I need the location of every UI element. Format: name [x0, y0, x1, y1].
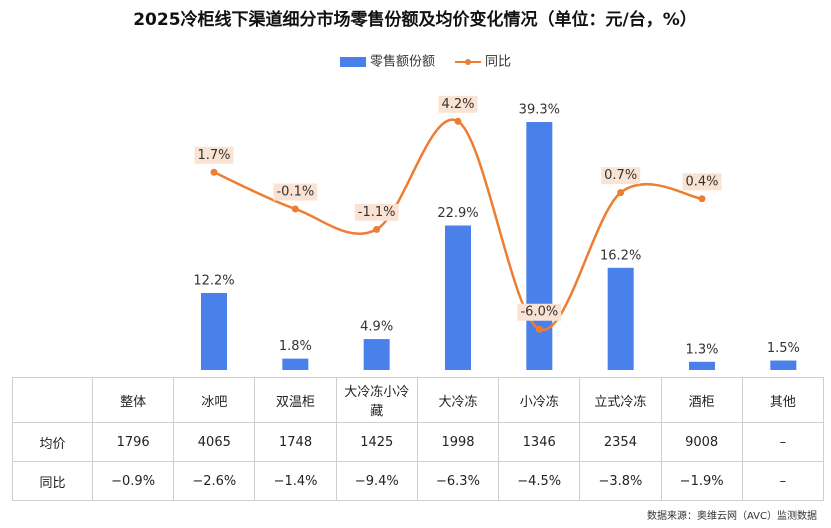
value-label-bg [517, 303, 562, 321]
category-header: 酒柜 [660, 377, 743, 423]
bar [363, 339, 390, 370]
category-header: 整体 [91, 377, 175, 423]
line-value-label: -1.1% [358, 205, 396, 220]
table-cell: −6.3% [416, 461, 500, 501]
table-row: 均价 1796 4065 1748 1425 1998 1346 2354 9008– [12, 422, 825, 462]
table-cell: 1748 [254, 422, 337, 462]
bar [201, 293, 227, 370]
line-value-label: 0.4% [685, 174, 718, 189]
table-cell: −0.9% [91, 461, 175, 501]
chart-title: 2025冷柜线下渠道细分市场零售份额及均价变化情况（单位：元/台，%） [133, 9, 697, 30]
value-label-bg [438, 95, 478, 113]
legend-label: 同比 [485, 55, 511, 70]
value-label-bg [682, 173, 722, 191]
table-cell: 9008 [660, 422, 743, 462]
line-value-label: 0.7% [604, 168, 637, 183]
value-label-bg [194, 146, 234, 164]
category-header: 立式冷冻 [579, 377, 662, 423]
line-value-label: 1.7% [197, 148, 230, 163]
line-point [210, 168, 218, 176]
bar-value-label: 1.8% [279, 339, 312, 354]
category-header: 大冷冻 [416, 377, 500, 423]
data-table: 整体 冰吧 双温柜 大冷冻小冷藏 大冷冻 小冷冻 立式冷冻 酒柜 其他 均价 1796 4065 17… [12, 377, 825, 501]
line-point [617, 189, 625, 197]
legend-label: 零售额份额 [370, 54, 435, 70]
legend-swatch [340, 57, 366, 67]
bar-value-label: 1.3% [685, 342, 718, 357]
line-value-label: -0.1% [276, 184, 314, 199]
category-header: 小冷冻 [498, 377, 581, 423]
table-cell: −4.5% [498, 461, 581, 501]
bar [282, 358, 309, 370]
table-cell: – [741, 422, 825, 462]
table-row: 同比 −0.9% −2.6% −1.4% −9.4% −6.3% −4.5% −3.8% −1.… [12, 461, 825, 501]
bar-value-label: 39.3% [519, 103, 560, 118]
value-label-bg [273, 183, 318, 201]
table-cell: 4065 [173, 422, 256, 462]
line [213, 118, 703, 331]
table-cell: 1346 [498, 422, 581, 462]
source-note: 数据来源：奥维云网（AVC）监测数据 [646, 511, 817, 522]
line-point [291, 205, 299, 213]
table-cell: −3.8% [579, 461, 662, 501]
table-cell: −2.6% [173, 461, 256, 501]
header-row: 整体 冰吧 双温柜 大冷冻小冷藏 大冷冻 小冷冻 立式冷冻 酒柜 其他 [12, 377, 825, 423]
value-label-bg [354, 203, 399, 221]
bar-value-label: 4.9% [360, 320, 393, 335]
line-point [373, 225, 381, 233]
bar-value-label: 16.2% [600, 248, 641, 263]
bar [526, 122, 553, 371]
category-header: 其他 [741, 377, 825, 423]
value-label-bg [601, 167, 641, 185]
bar-value-label: 22.9% [437, 206, 478, 221]
bar-value-label: 12.2% [193, 274, 234, 289]
table-cell: 1425 [335, 422, 418, 462]
category-header: 大冷冻小冷藏 [335, 377, 418, 423]
table-cell: 1796 [91, 422, 175, 462]
category-header: 冰吧 [173, 377, 256, 423]
line-point [454, 117, 462, 125]
table-cell: −1.4% [254, 461, 337, 501]
table-cell: 2354 [579, 422, 662, 462]
bar [689, 361, 715, 370]
line-point [698, 195, 706, 203]
table-cell: −9.4% [335, 461, 418, 501]
bar [607, 267, 634, 370]
row-label: 同比 [12, 461, 93, 501]
line-value-label: 4.2% [441, 97, 474, 112]
row-label: 均价 [12, 422, 93, 462]
legend-dot [465, 59, 471, 65]
table-cell: −1.9% [660, 461, 743, 501]
category-header: 双温柜 [254, 377, 337, 423]
corner-cell [12, 377, 93, 423]
bar-value-label: 1.5% [767, 341, 800, 356]
table-cell: 1998 [416, 422, 500, 462]
line-point [535, 325, 543, 333]
bar [445, 225, 471, 370]
table-cell: – [741, 461, 825, 501]
bar [770, 360, 797, 370]
line-value-label: -6.0% [520, 305, 558, 320]
